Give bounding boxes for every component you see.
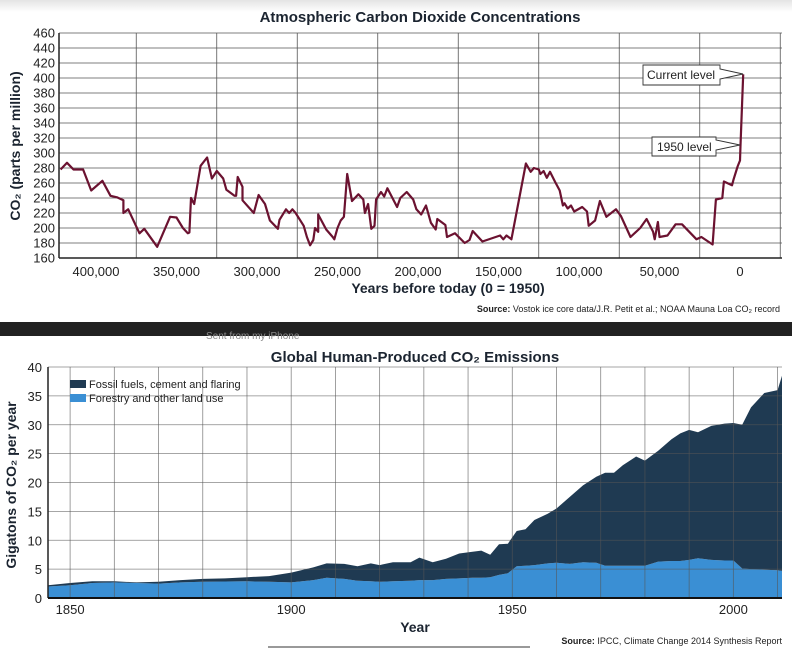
x-tick-label: 350,000 xyxy=(153,264,200,279)
chart2-areas xyxy=(48,375,782,598)
y-tick-label: 20 xyxy=(28,476,42,491)
y-tick-label: 240 xyxy=(33,191,55,206)
y-tick-label: 460 xyxy=(33,26,55,41)
x-tick-label: 250,000 xyxy=(314,264,361,279)
x-tick-label: 300,000 xyxy=(234,264,281,279)
annotation-1950-level: 1950 level xyxy=(651,136,741,157)
y-tick-label: 160 xyxy=(33,251,55,266)
x-tick-label: 1850 xyxy=(56,602,85,617)
co2-concentration-chart: Atmospheric Carbon Dioxide Concentration… xyxy=(7,9,782,314)
y-tick-label: 30 xyxy=(28,418,42,433)
y-tick-label: 25 xyxy=(28,447,42,462)
annotation-1950-level-text: 1950 level xyxy=(657,140,712,154)
chart2-title: Global Human-Produced CO₂ Emissions xyxy=(271,349,559,366)
x-tick-label: 150,000 xyxy=(475,264,522,279)
y-tick-label: 440 xyxy=(33,41,55,56)
chart1-y-axis-label: CO₂ (parts per million) xyxy=(7,71,23,220)
y-tick-label: 220 xyxy=(33,206,55,221)
chart2-ticks: 0 5 10 15 20 25 30 35 40 1850 1900 1950 2000 xyxy=(28,360,748,617)
annotation-current-level: Current level xyxy=(642,64,744,86)
x-tick-label: 50,000 xyxy=(640,264,680,279)
message-banner-text: Sent from my iPhone xyxy=(206,331,300,342)
legend-label-forestry: Forestry and other land use xyxy=(89,393,224,405)
x-tick-label: 0 xyxy=(736,264,743,279)
x-tick-label: 1950 xyxy=(498,602,527,617)
legend-label-fossil: Fossil fuels, cement and flaring xyxy=(89,379,241,391)
chart2-source-label: Source: xyxy=(561,636,595,646)
chart1-source-text: Vostok ice core data/J.R. Petit et al.; … xyxy=(513,304,780,314)
legend-swatch-fossil xyxy=(70,380,86,388)
message-banner xyxy=(0,322,792,336)
chart2-source-text: IPCC, Climate Change 2014 Synthesis Repo… xyxy=(597,636,782,646)
y-tick-label: 300 xyxy=(33,146,55,161)
chart1-x-axis-label: Years before today (0 = 1950) xyxy=(351,280,544,296)
chart1-source: Source: Vostok ice core data/J.R. Petit … xyxy=(477,304,780,314)
y-tick-label: 5 xyxy=(35,562,42,577)
y-tick-label: 180 xyxy=(33,236,55,251)
co2-emissions-chart: Global Human-Produced CO₂ Emissions 0 5 10… xyxy=(3,349,782,648)
y-tick-label: 200 xyxy=(33,221,55,236)
y-tick-label: 40 xyxy=(28,360,42,375)
annotation-current-level-text: Current level xyxy=(647,68,715,82)
y-tick-label: 320 xyxy=(33,131,55,146)
chart1-source-label: Source: xyxy=(477,304,511,314)
legend-swatch-forestry xyxy=(70,394,86,402)
x-tick-label: 1900 xyxy=(277,602,306,617)
x-tick-label: 200,000 xyxy=(395,264,442,279)
chart2-legend: Fossil fuels, cement and flaring Forestr… xyxy=(70,379,241,405)
chart2-x-axis-label: Year xyxy=(400,619,430,635)
chart1-title: Atmospheric Carbon Dioxide Concentration… xyxy=(260,9,581,26)
y-tick-label: 280 xyxy=(33,161,55,176)
chart2-source: Source: IPCC, Climate Change 2014 Synthe… xyxy=(561,636,782,646)
y-tick-label: 0 xyxy=(35,591,42,606)
y-tick-label: 420 xyxy=(33,56,55,71)
y-tick-label: 260 xyxy=(33,176,55,191)
y-tick-label: 360 xyxy=(33,101,55,116)
chart2-grid xyxy=(47,366,782,599)
x-tick-label: 400,000 xyxy=(73,264,120,279)
chart2-y-axis-label: Gigatons of CO₂ per year xyxy=(3,401,19,569)
y-tick-label: 340 xyxy=(33,116,55,131)
y-tick-label: 15 xyxy=(28,504,42,519)
area-forestry xyxy=(48,558,782,598)
area-fossil-fuels xyxy=(48,375,782,587)
y-tick-label: 400 xyxy=(33,71,55,86)
chart1-ticks: 1601802002202402602803003203403603804004… xyxy=(33,26,743,280)
x-tick-label: 2000 xyxy=(719,602,748,617)
x-tick-label: 100,000 xyxy=(556,264,603,279)
y-tick-label: 10 xyxy=(28,533,42,548)
y-tick-label: 380 xyxy=(33,86,55,101)
page-shadow xyxy=(0,0,792,12)
co2-line-series xyxy=(59,74,745,248)
y-tick-label: 35 xyxy=(28,389,42,404)
